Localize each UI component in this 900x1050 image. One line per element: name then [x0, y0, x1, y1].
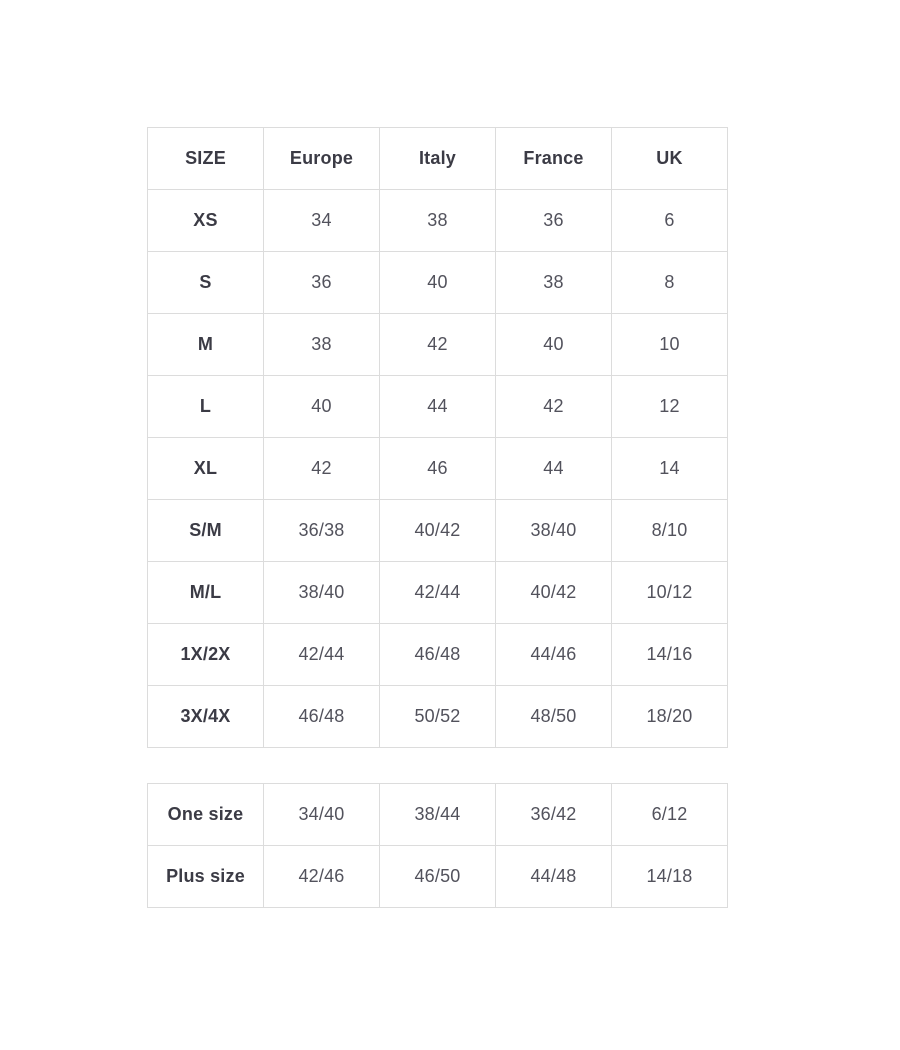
table-row: 3X/4X 46/48 50/52 48/50 18/20 — [147, 685, 728, 748]
table-row: M/L 38/40 42/44 40/42 10/12 — [147, 561, 728, 624]
value-cell: 8 — [611, 251, 728, 314]
value-cell: 14/16 — [611, 623, 728, 686]
value-cell: 36 — [263, 251, 380, 314]
row-label-cell: XL — [147, 437, 264, 500]
value-cell: 40 — [379, 251, 496, 314]
table-row: 1X/2X 42/44 46/48 44/46 14/16 — [147, 623, 728, 686]
value-cell: 42/44 — [263, 623, 380, 686]
value-cell: 12 — [611, 375, 728, 438]
column-header-cell: UK — [611, 127, 728, 190]
value-cell: 38/40 — [495, 499, 612, 562]
value-cell: 34 — [263, 189, 380, 252]
value-cell: 40 — [263, 375, 380, 438]
value-cell: 48/50 — [495, 685, 612, 748]
value-cell: 42 — [379, 313, 496, 376]
row-label-cell: XS — [147, 189, 264, 252]
special-size-table: One size 34/40 38/44 36/42 6/12 Plus size 42/4… — [147, 783, 728, 908]
table-row: XL 42 46 44 14 — [147, 437, 728, 500]
value-cell: 42 — [263, 437, 380, 500]
value-cell: 8/10 — [611, 499, 728, 562]
row-label-cell: 3X/4X — [147, 685, 264, 748]
table-row: One size 34/40 38/44 36/42 6/12 — [147, 783, 728, 846]
table-row: S/M 36/38 40/42 38/40 8/10 — [147, 499, 728, 562]
size-conversion-chart: SIZE Europe Italy France UK XS 34 38 36 6 S 36 40 38… — [147, 127, 728, 908]
value-cell: 36 — [495, 189, 612, 252]
size-table-body: XS 34 38 36 6 S 36 40 38 8 M 38 42 40 10 L 40 44 42 12 XL 42 4… — [147, 189, 728, 748]
value-cell: 36/38 — [263, 499, 380, 562]
value-cell: 14/18 — [611, 845, 728, 908]
row-label-cell: L — [147, 375, 264, 438]
column-header-cell: France — [495, 127, 612, 190]
value-cell: 14 — [611, 437, 728, 500]
value-cell: 36/42 — [495, 783, 612, 846]
row-label-cell: M/L — [147, 561, 264, 624]
value-cell: 44 — [495, 437, 612, 500]
table-row: XS 34 38 36 6 — [147, 189, 728, 252]
value-cell: 38 — [379, 189, 496, 252]
value-cell: 18/20 — [611, 685, 728, 748]
row-label-cell: S — [147, 251, 264, 314]
value-cell: 40/42 — [379, 499, 496, 562]
row-label-cell: One size — [147, 783, 264, 846]
value-cell: 46 — [379, 437, 496, 500]
value-cell: 46/48 — [263, 685, 380, 748]
special-size-table-body: One size 34/40 38/44 36/42 6/12 Plus size 42/4… — [147, 783, 728, 908]
value-cell: 42/46 — [263, 845, 380, 908]
value-cell: 34/40 — [263, 783, 380, 846]
value-cell: 6/12 — [611, 783, 728, 846]
header-row: SIZE Europe Italy France UK — [147, 127, 728, 190]
table-row: Plus size 42/46 46/50 44/48 14/18 — [147, 845, 728, 908]
value-cell: 6 — [611, 189, 728, 252]
row-label-cell: Plus size — [147, 845, 264, 908]
table-row: S 36 40 38 8 — [147, 251, 728, 314]
row-label-cell: S/M — [147, 499, 264, 562]
value-cell: 40/42 — [495, 561, 612, 624]
value-cell: 10 — [611, 313, 728, 376]
value-cell: 10/12 — [611, 561, 728, 624]
column-header-cell: SIZE — [147, 127, 264, 190]
value-cell: 46/48 — [379, 623, 496, 686]
table-row: L 40 44 42 12 — [147, 375, 728, 438]
size-table-header: SIZE Europe Italy France UK — [147, 127, 728, 190]
value-cell: 50/52 — [379, 685, 496, 748]
value-cell: 46/50 — [379, 845, 496, 908]
value-cell: 38 — [495, 251, 612, 314]
value-cell: 42/44 — [379, 561, 496, 624]
value-cell: 44/48 — [495, 845, 612, 908]
value-cell: 38/44 — [379, 783, 496, 846]
row-label-cell: 1X/2X — [147, 623, 264, 686]
value-cell: 42 — [495, 375, 612, 438]
value-cell: 38/40 — [263, 561, 380, 624]
size-conversion-table: SIZE Europe Italy France UK XS 34 38 36 6 S 36 40 38… — [147, 127, 728, 748]
value-cell: 44 — [379, 375, 496, 438]
value-cell: 38 — [263, 313, 380, 376]
value-cell: 44/46 — [495, 623, 612, 686]
column-header-cell: Europe — [263, 127, 380, 190]
table-row: M 38 42 40 10 — [147, 313, 728, 376]
column-header-cell: Italy — [379, 127, 496, 190]
row-label-cell: M — [147, 313, 264, 376]
value-cell: 40 — [495, 313, 612, 376]
